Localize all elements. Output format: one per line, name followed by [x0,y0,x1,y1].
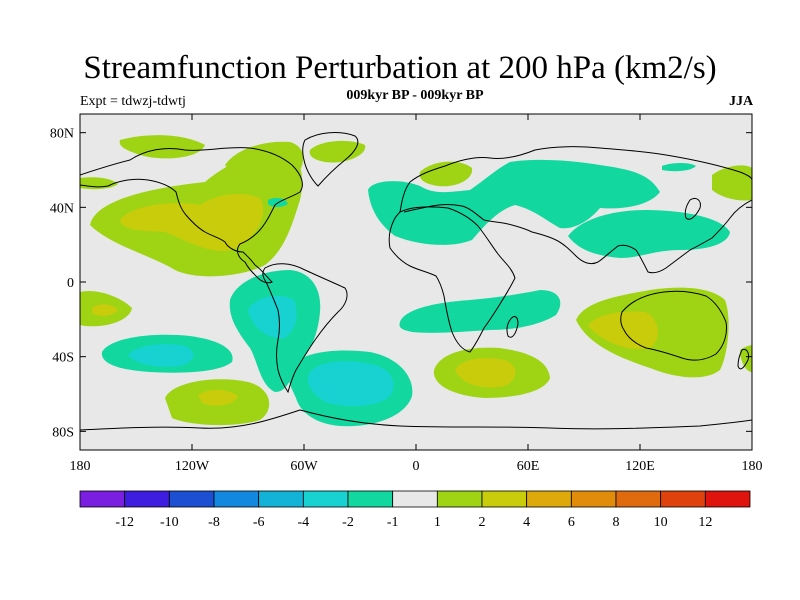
fill-s-indian-core [455,358,516,388]
fill-n-america-core [120,194,264,251]
axis-ticks: 180 120W 60W 0 60E 120E 180 80N 40N 0 40S 80S [50,114,763,474]
colorbar-swatch [168,490,215,508]
colorbar-label: 10 [654,515,668,530]
fill-far-w-core [92,304,118,316]
fill-scandinavia-high [419,161,473,187]
colorbar-label: -10 [160,515,179,530]
colorbar-swatch [615,490,662,508]
coast-japan [684,197,701,220]
colorbar-swatch [526,490,572,508]
fill-east-asia-low [568,210,730,258]
x-tick-label: 120W [175,459,210,474]
colorbar-swatch [660,490,706,508]
coast-greenland [302,132,359,187]
fill-s-america-low-core [248,295,297,339]
coast-africa [388,206,516,353]
fill-ne-pacific-low [662,163,696,172]
colorbar-label: -8 [208,515,220,530]
colorbar-swatch [124,490,170,508]
colorbar-label: -12 [115,515,134,530]
y-tick-label: 0 [67,276,74,291]
map-subtitle: 009kyr BP - 009kyr BP [346,88,484,103]
coast-north-america [80,147,303,284]
colorbar-swatch [570,490,617,508]
x-tick-label: 0 [413,459,420,474]
coast-eurasia [399,146,752,274]
colorbar-swatch [213,490,260,508]
colorbar-swatch [436,490,483,508]
fill-arctic-canada [225,141,304,186]
colorbar-label: 4 [523,515,530,530]
coast-antarctica [80,409,752,431]
y-tick-label: 40S [52,351,74,366]
contour-fills [80,135,752,427]
coast-south-america [262,263,348,394]
fill-australia-core [588,311,658,350]
colorbar-label: 12 [698,515,712,530]
colorbar-label: -1 [387,515,399,530]
coastlines [80,132,752,431]
x-tick-label: 60W [290,459,318,474]
fill-eurasia-low [368,159,660,245]
colorbar-label: 2 [479,515,486,530]
coast-nz [737,349,749,370]
map-title: Streamfunction Perturbation at 200 hPa (… [83,50,717,86]
y-tick-label: 80N [50,127,74,142]
colorbar-swatch [704,490,751,508]
season-label: JJA [729,94,754,109]
x-tick-label: 180 [70,459,91,474]
colorbar-label: -6 [253,515,265,530]
experiment-label: Expt = tdwzj-tdwtj [80,94,186,109]
colorbar-label: -2 [342,515,354,530]
colorbar-swatch [302,490,349,508]
colorbar-label: -4 [297,515,309,530]
colorbar-label: 8 [613,515,620,530]
colorbar-swatch [79,490,126,508]
colorbar-swatch [258,490,304,508]
fill-s-pacific-low-core [128,344,194,367]
x-tick-label: 60E [517,459,540,474]
coast-australia [620,290,727,361]
colorbar-swatch [481,490,528,508]
fill-indian-ocean-low [399,290,561,333]
colorbar-label: 6 [568,515,575,530]
colorbar-label: 1 [434,515,441,530]
x-tick-label: 180 [742,459,763,474]
y-tick-label: 80S [52,425,74,440]
colorbar-swatch [347,490,394,508]
x-tick-label: 120E [625,459,655,474]
colorbar: -12 -10 -8 -6 -4 -2 -1 1 2 4 6 8 10 12 [79,490,751,530]
fill-nz-high [740,345,752,372]
y-tick-label: 40N [50,201,74,216]
fill-ne-asia-high [712,165,752,201]
fill-greenland-north [119,135,205,159]
fill-south-pacific-core [198,389,238,406]
colorbar-swatch [392,490,438,508]
coast-madagascar [506,316,519,338]
fill-greenland-high [309,140,366,163]
fill-s-atlantic-low-core [307,361,394,407]
